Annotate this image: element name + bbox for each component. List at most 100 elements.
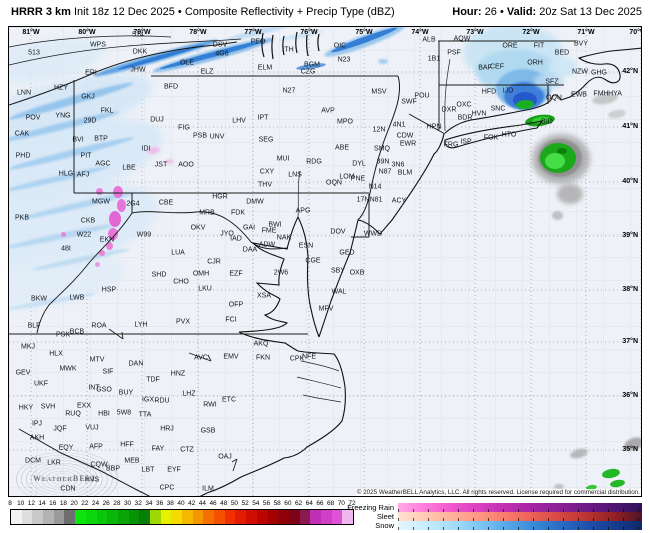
lat-label: 36°N xyxy=(622,392,638,399)
station-label-hzy: HZY xyxy=(54,84,68,92)
dbz-tick: 30 xyxy=(123,500,132,507)
station-label-n81: N81 xyxy=(369,196,383,204)
lon-label: 80°W xyxy=(78,29,96,36)
lat-label: 39°N xyxy=(622,232,638,239)
station-label-isp: ISP xyxy=(460,138,472,146)
station-label-lns: LNS xyxy=(288,171,302,179)
station-label-acy: ACY xyxy=(391,197,407,205)
station-label-exx: EXX xyxy=(76,402,92,410)
station-label-hvn: HVN xyxy=(471,110,487,118)
station-label-cbe: CBE xyxy=(158,199,174,207)
station-label-hlx: HLX xyxy=(49,350,63,358)
station-label-ctz: CTZ xyxy=(180,446,194,454)
station-label-psk: PSK xyxy=(55,331,71,339)
station-label-cpc: CPC xyxy=(159,484,175,492)
lat-label: 37°N xyxy=(622,338,638,345)
station-label-bfd: BFD xyxy=(164,83,178,91)
station-label-cjr: CJR xyxy=(207,258,221,266)
station-label-4g6: 4G6 xyxy=(215,50,229,58)
dbz-tick: 42 xyxy=(188,500,196,507)
dbz-tick: 36 xyxy=(156,500,164,507)
station-label-lhv: LHV xyxy=(232,117,246,125)
dbz-color-cell xyxy=(21,510,33,524)
dbz-color-cell xyxy=(32,510,44,524)
station-label-4n1: 4N1 xyxy=(392,121,406,129)
station-label-jhw: JHW xyxy=(130,66,146,74)
station-label-hlg: HLG xyxy=(58,170,74,178)
station-label-n23: N23 xyxy=(337,56,351,64)
station-label-pvx: PVX xyxy=(175,318,191,326)
valid-label: Valid: xyxy=(506,6,537,18)
dbz-tick: 50 xyxy=(230,500,239,507)
dbz-tick: 68 xyxy=(327,500,335,507)
lat-label: 35°N xyxy=(622,446,638,453)
dbz-color-cell xyxy=(182,510,193,524)
dbz-color-cell xyxy=(128,510,140,524)
dbz-tick: 44 xyxy=(198,500,206,507)
legend-label: Sleet xyxy=(376,512,394,521)
station-label-peo: PEO xyxy=(250,38,266,46)
station-label-emv: EMV xyxy=(223,353,239,361)
precip-cell xyxy=(99,250,105,256)
station-label-hfd: HFD xyxy=(481,88,497,96)
dbz-color-cell xyxy=(75,510,86,524)
station-label-pou: POU xyxy=(414,92,430,100)
dbz-tick: 46 xyxy=(209,500,217,507)
station-label-hto: HTO xyxy=(501,131,517,139)
lon-label: 72°W xyxy=(522,29,540,36)
station-label-oqn: OQN xyxy=(326,179,342,187)
station-label-lnn: LNN xyxy=(16,89,32,97)
lon-label: 81°W xyxy=(22,29,40,36)
station-label-psb: PSB xyxy=(192,132,208,140)
station-label-blf: BLF xyxy=(27,322,41,330)
precipitation-layer xyxy=(9,27,641,496)
station-label-ezf: EZF xyxy=(229,270,243,278)
station-label-bcb: BCB xyxy=(69,328,85,336)
product-subtitle: Init 18z 12 Dec 2025 • Composite Reflect… xyxy=(70,6,395,18)
station-label-afj: AFJ xyxy=(76,171,90,179)
station-label-cqw: CQW xyxy=(90,461,108,469)
station-label-pne: PNE xyxy=(350,175,366,183)
station-label-apg: APG xyxy=(295,207,311,215)
station-label-39n: 39N xyxy=(376,158,390,166)
station-label-thv: THV xyxy=(258,181,272,189)
dbz-color-cell xyxy=(310,510,321,524)
station-label-unv: UNV xyxy=(209,133,225,141)
watermark-text: WeatherBELL xyxy=(33,474,99,483)
station-label-sif: SIF xyxy=(102,368,114,376)
station-label-hnz: HNZ xyxy=(170,370,186,378)
lat-label: 38°N xyxy=(622,286,638,293)
station-label-jqf: JQF xyxy=(53,425,67,433)
station-label-ofp: OFP xyxy=(228,301,244,309)
station-label-bvi: BVI xyxy=(72,136,84,144)
legend-gradient-bar xyxy=(398,512,642,521)
dbz-tick: 22 xyxy=(81,500,89,507)
station-label-n87: N87 xyxy=(378,168,392,176)
station-label-okv: OKV xyxy=(190,224,206,232)
precip-cell xyxy=(557,184,583,204)
station-label-ckb: CKB xyxy=(80,217,96,225)
dbz-tick: 70 xyxy=(337,500,345,507)
lon-label: 77°W xyxy=(244,29,262,36)
dbz-color-cell xyxy=(53,510,65,524)
station-label-2g4: 2G4 xyxy=(126,200,140,208)
dbz-tick: 66 xyxy=(316,500,324,507)
station-label-gso: GSO xyxy=(96,386,112,394)
station-labels-layer: 513 WPS 514 DKK JHW OLE ELZ ERI DSV 4G6 PEO ITH OIC N… xyxy=(9,27,641,496)
dbz-tick: 34 xyxy=(145,500,153,507)
station-label-etc: ETC xyxy=(222,396,236,404)
station-label-lkr: LKR xyxy=(47,459,61,467)
station-label-btp: BTP xyxy=(94,135,108,143)
station-label-lom: LOM xyxy=(339,173,355,181)
dbz-color-cell xyxy=(224,510,236,524)
lat-label: 42°N xyxy=(622,68,638,75)
station-label-blm: BLM xyxy=(397,169,413,177)
station-label-lbe: LBE xyxy=(122,164,136,172)
dbz-tick: 18 xyxy=(59,500,68,507)
station-label-mui: MUI xyxy=(276,155,290,163)
station-label-pov: POV xyxy=(25,114,41,122)
dbz-color-cell xyxy=(246,510,257,524)
forecast-map: WeatherBELL 513 WPS 514 DKK JHW OLE ELZ ERI DSV 4… xyxy=(8,26,642,497)
precip-cell xyxy=(116,198,126,212)
finger-lakes xyxy=(261,31,320,60)
